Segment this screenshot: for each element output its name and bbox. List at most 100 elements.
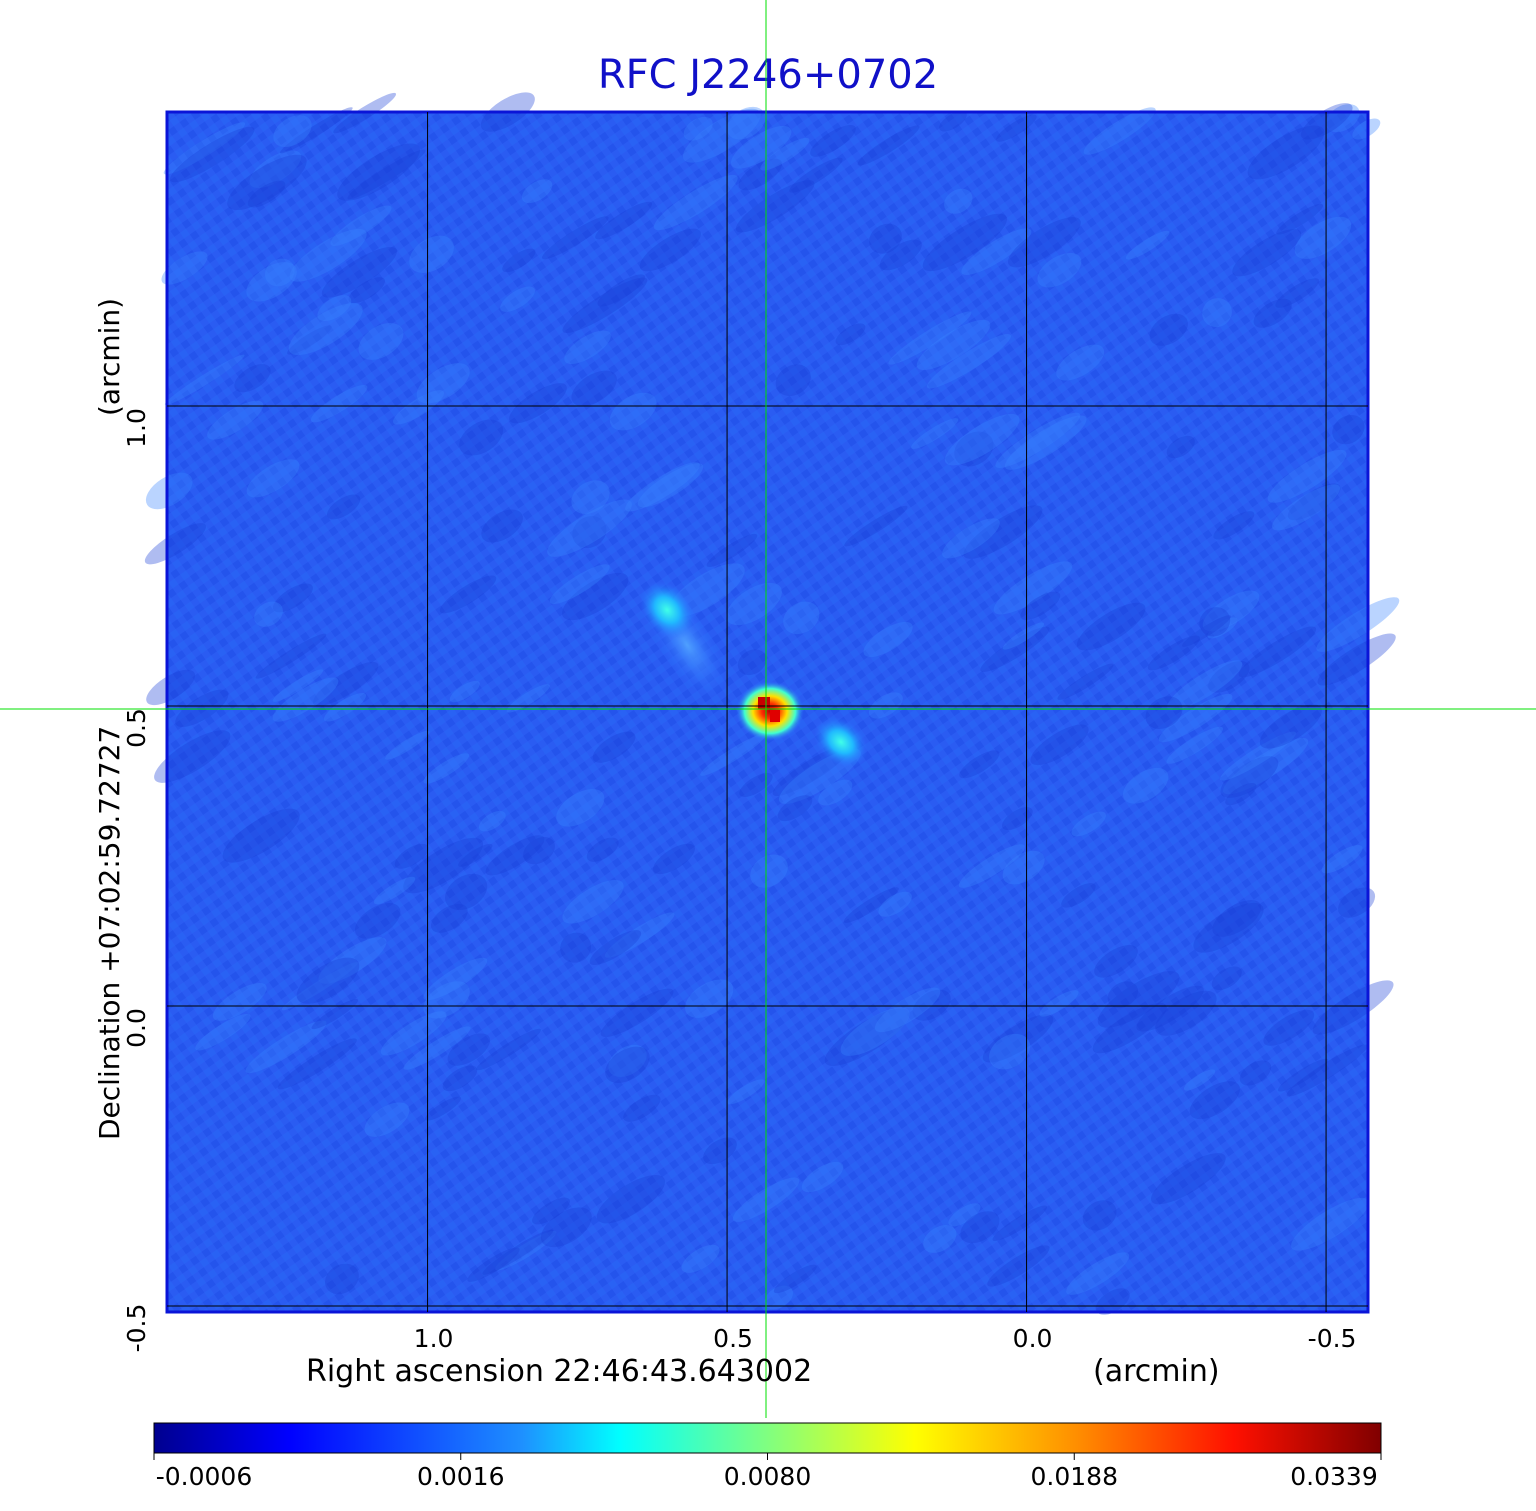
noise-mottle [541, 216, 609, 260]
noise-mottle [154, 730, 231, 783]
noise-mottle [1220, 756, 1279, 798]
noise-mottle [810, 125, 856, 157]
noise-mottle [1212, 900, 1262, 937]
noise-mottle [939, 111, 967, 132]
noise-mottle [960, 1211, 1000, 1244]
noise-mottle [1004, 415, 1087, 470]
noise-mottle [1332, 414, 1365, 445]
noise-mottle [1082, 1200, 1117, 1231]
noise-mottle [326, 494, 361, 520]
x-tick-label: -0.5 [1307, 1324, 1357, 1353]
noise-mottle [547, 499, 632, 557]
noise-mottle [1275, 278, 1320, 308]
noise-mottle [958, 844, 1025, 888]
noise-mottle [1207, 617, 1238, 639]
noise-mottle [337, 143, 421, 201]
noise-mottle [476, 1028, 541, 1071]
noise-mottle [562, 572, 629, 621]
noise-mottle [459, 419, 504, 456]
noise-mottle [963, 505, 1043, 559]
noise-mottle [760, 137, 810, 171]
noise-mottle [703, 1137, 737, 1165]
noise-mottle [430, 903, 468, 933]
noise-mottle [207, 400, 264, 440]
x-axis-unit: (arcmin) [1093, 1354, 1220, 1389]
colorbar-tick-label: 0.0339 [1290, 1462, 1378, 1491]
noise-mottle [1145, 696, 1183, 730]
noise-mottle [509, 383, 567, 424]
noise-mottle [458, 843, 493, 867]
noise-mottle [564, 330, 611, 364]
noise-mottle [730, 125, 792, 169]
noise-mottle [948, 1203, 981, 1227]
noise-mottle [1149, 313, 1188, 346]
noise-mottle [1247, 125, 1325, 180]
noise-mottle [560, 932, 592, 963]
noise-mottle [330, 205, 392, 246]
noise-mottle [571, 370, 617, 407]
noise-mottle [681, 1244, 720, 1273]
noise-mottle [1155, 990, 1217, 1036]
noise-mottle [164, 354, 245, 406]
noise-mottle [608, 1044, 647, 1078]
noise-mottle [146, 669, 196, 706]
noise-mottle [1182, 615, 1231, 647]
noise-mottle [409, 235, 454, 273]
chart-title: RFC J2246+0702 [597, 52, 939, 98]
noise-mottle [1002, 622, 1045, 650]
noise-mottle [280, 107, 353, 154]
noise-mottle [600, 988, 674, 1037]
noise-mottle [273, 115, 312, 148]
noise-mottle [911, 418, 959, 449]
noise-mottle [195, 1013, 251, 1051]
noise-mottle [247, 180, 286, 208]
noise-mottle [1220, 731, 1297, 781]
noise-mottle [857, 125, 920, 166]
sky-image-plot[interactable] [0, 0, 1536, 1420]
noise-mottle [227, 154, 307, 211]
noise-mottle [868, 692, 903, 719]
noise-mottle [989, 1033, 1031, 1070]
noise-mottle [532, 1197, 570, 1225]
noise-mottle [863, 621, 913, 658]
noise-mottle [521, 179, 553, 204]
noise-mottle [212, 982, 267, 1021]
noise-mottle [1259, 704, 1322, 749]
colorbar [153, 1422, 1382, 1460]
noise-mottle [605, 1046, 650, 1083]
noise-mottle [425, 1096, 461, 1121]
noise-mottle [944, 188, 973, 214]
noise-mottle [1094, 945, 1138, 978]
noise-mottle [653, 174, 738, 231]
noise-mottle [423, 981, 470, 1019]
x-tick-label: 1.0 [413, 1324, 454, 1353]
noise-mottle [1312, 980, 1394, 1035]
noise-mottle [1338, 887, 1376, 918]
colorbar-tick-label: -0.0006 [155, 1462, 253, 1491]
noise-mottle [1253, 298, 1292, 328]
noise-mottle [923, 1225, 957, 1253]
noise-mottle [992, 1205, 1048, 1241]
noise-mottle [1199, 607, 1231, 637]
noise-mottle [1167, 660, 1243, 711]
noise-mottle [609, 392, 657, 431]
noise-mottle [495, 1230, 557, 1271]
noise-mottle [1071, 811, 1106, 837]
x-tick-label: 0.5 [713, 1324, 753, 1353]
noise-mottle [835, 323, 866, 346]
noise-mottle [1056, 344, 1105, 381]
noise-mottle [403, 1026, 471, 1070]
noise-mottle [1189, 1081, 1240, 1120]
noise-mottle [272, 677, 339, 722]
noise-mottle [502, 248, 536, 273]
noise-mottle [1097, 971, 1180, 1028]
noise-mottle [1317, 633, 1396, 686]
noise-mottle [597, 274, 646, 307]
noise-mottle [245, 1020, 327, 1074]
noise-mottle [317, 295, 352, 322]
noise-mottle [777, 795, 813, 822]
noise-mottle [264, 258, 295, 287]
noise-mottle [942, 518, 1000, 559]
colorbar-tick-label: 0.0188 [1030, 1462, 1118, 1491]
noise-mottle [595, 201, 653, 240]
